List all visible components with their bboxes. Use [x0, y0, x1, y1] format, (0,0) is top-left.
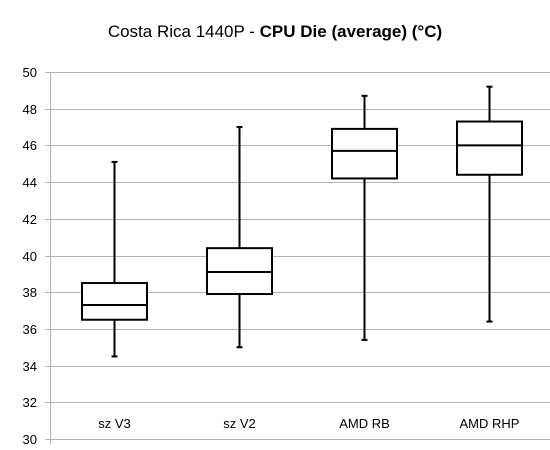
- box-series: [81, 85, 523, 358]
- y-tick-label: 44: [23, 175, 37, 190]
- y-tick-label: 42: [23, 212, 37, 227]
- iqr-box: [456, 120, 523, 176]
- category-label: AMD RHP: [460, 416, 520, 431]
- category-label: AMD RB: [339, 416, 390, 431]
- chart-title: Costa Rica 1440P - CPU Die (average) (°C…: [0, 22, 550, 42]
- y-tick-label: 40: [23, 249, 37, 264]
- y-tick-label: 46: [23, 138, 37, 153]
- y-tick-label: 48: [23, 102, 37, 117]
- box-4: [456, 85, 523, 323]
- y-tick-label: 34: [23, 359, 37, 374]
- category-label: sz V2: [223, 416, 256, 431]
- y-tick-label: 38: [23, 285, 37, 300]
- y-tick-label: 36: [23, 322, 37, 337]
- chart-title-prefix: Costa Rica 1440P -: [107, 22, 260, 41]
- box-2: [206, 126, 273, 349]
- grid-lines: [45, 72, 550, 444]
- y-tick-label: 50: [23, 65, 37, 80]
- y-tick-label: 32: [23, 395, 37, 410]
- iqr-box: [331, 127, 398, 180]
- box-1: [81, 160, 148, 358]
- y-axis-tick-labels: 30 32 34 36 38 40 42 44 46 48 50: [23, 65, 37, 447]
- x-axis-category-labels: sz V3 sz V2 AMD RB AMD RHP: [98, 416, 519, 431]
- y-tick-label: 30: [23, 432, 37, 447]
- iqr-box: [81, 282, 148, 321]
- category-label: sz V3: [98, 416, 131, 431]
- chart-title-bold: CPU Die (average) (°C): [259, 22, 443, 41]
- box-3: [331, 94, 398, 341]
